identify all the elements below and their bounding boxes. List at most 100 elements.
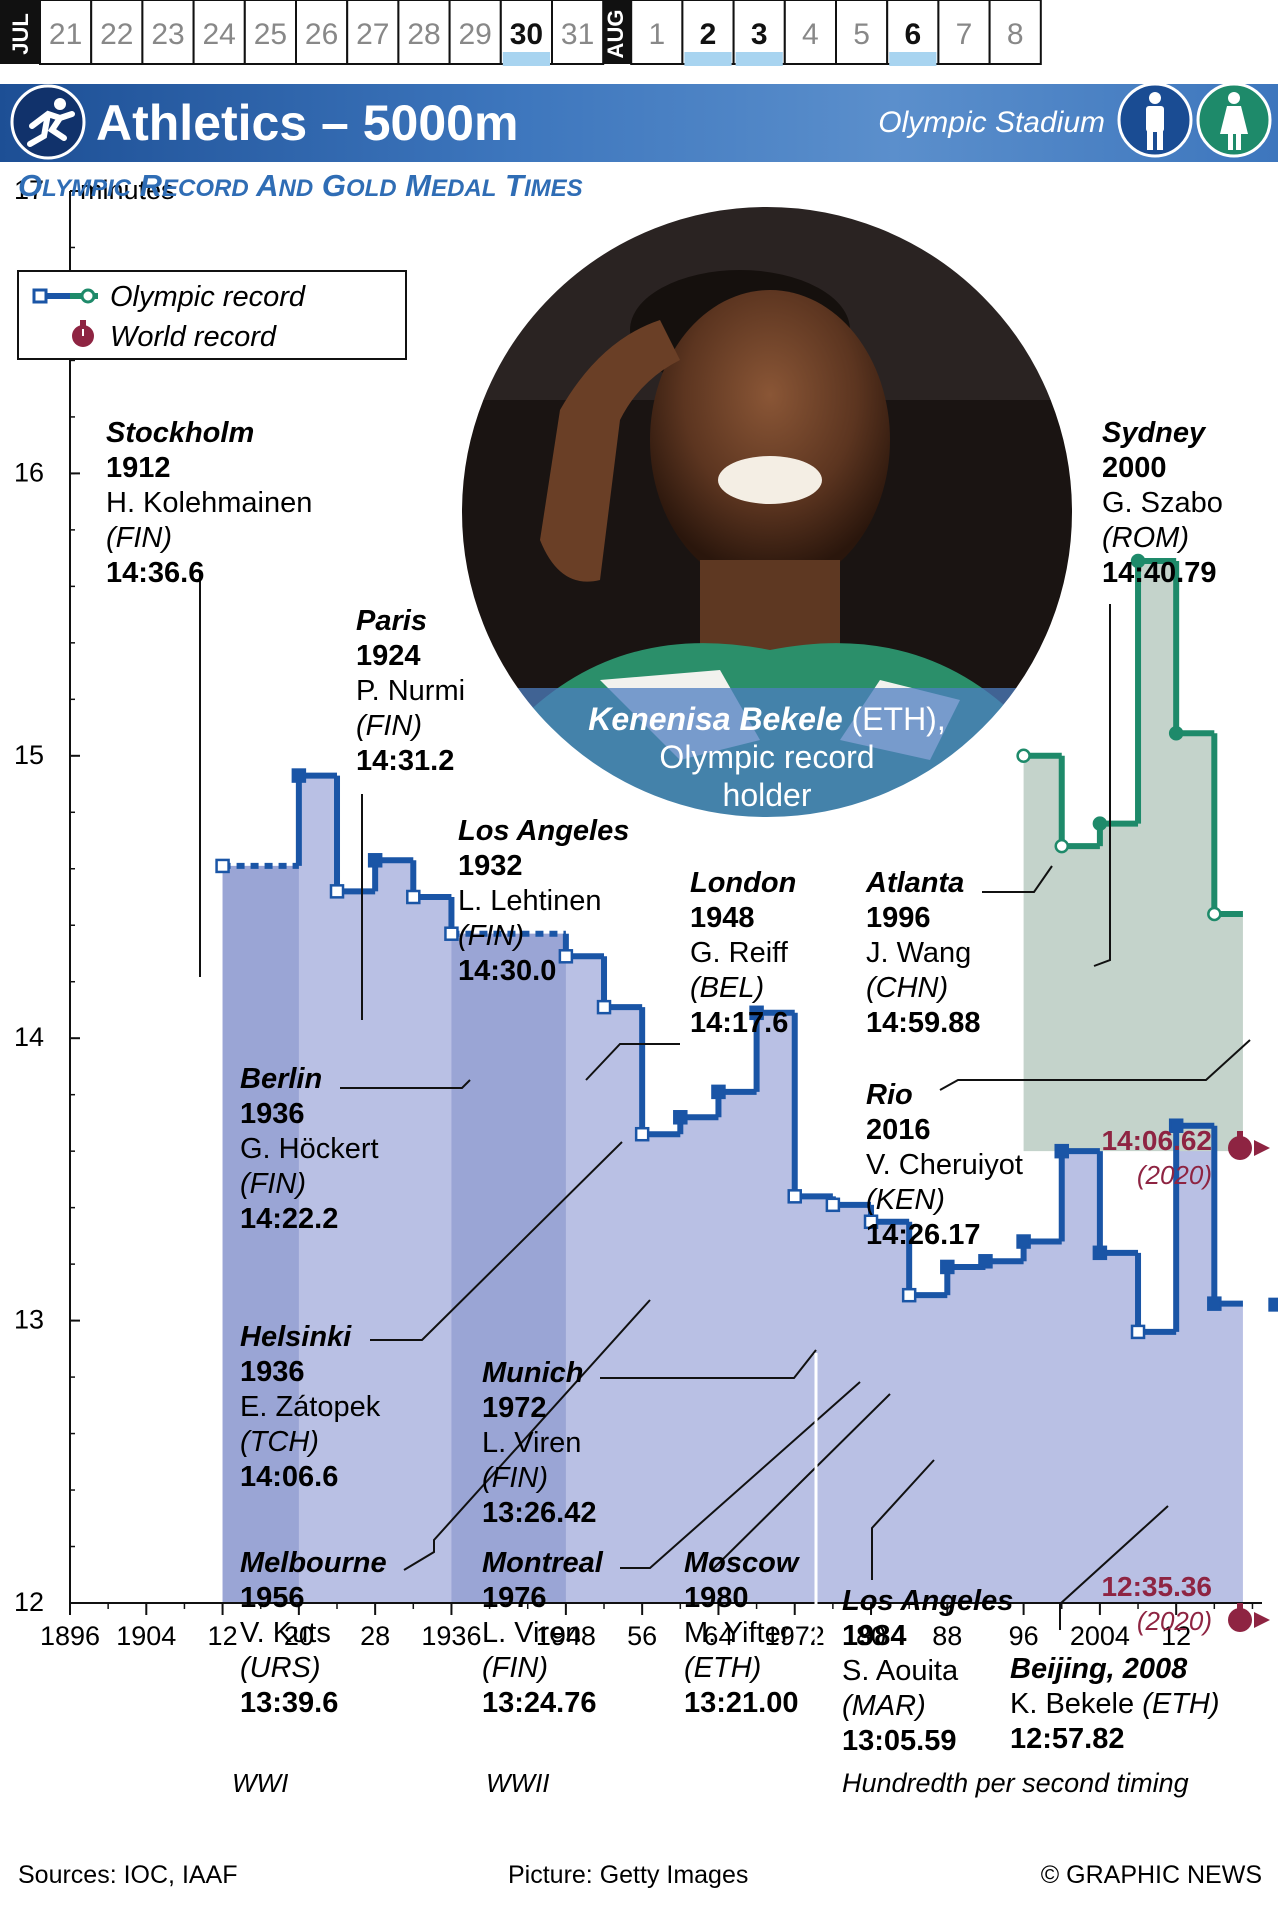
annotation-athlete: J. Wang xyxy=(866,937,971,969)
annotation-year: 1996 xyxy=(866,902,931,934)
jul-tab xyxy=(0,0,40,64)
calendar-day: 23 xyxy=(141,0,195,65)
men-point xyxy=(1016,1234,1031,1249)
annotation-time: 14:26.17 xyxy=(866,1219,981,1251)
annotation-year: 1972 xyxy=(482,1392,547,1424)
men-end-marker xyxy=(1268,1297,1278,1312)
men-point xyxy=(367,853,383,868)
war-band xyxy=(222,865,299,1603)
annotation-leader xyxy=(370,1141,623,1341)
annotation-year: 2016 xyxy=(866,1114,931,1146)
war-band xyxy=(451,933,566,1603)
caption-athlete-name: Kenenisa Bekele xyxy=(588,701,842,737)
annotation-athlete: E. Zátopek xyxy=(240,1391,381,1423)
axes: 12 13 14 15 16 17 minutes 1896 1904 12 20 28 1936 194… xyxy=(14,175,1262,1651)
men-point xyxy=(215,858,230,874)
calendar-day-cell xyxy=(397,0,451,65)
annotation-country: (FIN) xyxy=(356,710,422,742)
x-tick-label: 1904 xyxy=(116,1621,176,1651)
calendar-day: 5 xyxy=(835,0,889,65)
annotation-athlete: V. Kuts xyxy=(240,1617,331,1649)
annotation-country: (MAR) xyxy=(842,1690,926,1722)
annotation-city: London xyxy=(690,867,796,899)
annotation-city: Los Angeles xyxy=(842,1585,1013,1617)
annotation-time: 14:31.2 xyxy=(356,745,454,777)
calendar-day: 2 xyxy=(681,0,735,66)
calendar-day: 26 xyxy=(295,0,349,65)
calendar-day: 30 xyxy=(499,0,553,66)
calendar-day: 22 xyxy=(90,0,144,65)
annotation-year: 1924 xyxy=(356,640,421,672)
event-day-marker xyxy=(684,52,732,66)
annotation-country: (ETH) xyxy=(1142,1688,1219,1720)
annotation-leader xyxy=(340,1079,471,1089)
woman-icon xyxy=(1196,82,1272,158)
annotation-leader xyxy=(939,1039,1251,1091)
venue-label: Olympic Stadium xyxy=(878,106,1105,139)
calendar-day-cell xyxy=(141,0,195,65)
annotation-year: 1932 xyxy=(458,850,523,882)
annotation-leader xyxy=(1093,604,1111,967)
calendar-day-label: 7 xyxy=(956,18,973,51)
man-icon xyxy=(1117,82,1193,158)
women-point xyxy=(1016,748,1031,764)
annotation-year: 1976 xyxy=(482,1582,547,1614)
games-calendar: JUL 21 22 23 24 25 26 27 28 29 30 31 AUG 1 2 3 4 5 6 7 8 xyxy=(0,0,1278,84)
y-tick-label: 16 xyxy=(14,457,44,487)
annotation-leader xyxy=(620,1381,861,1569)
annotation-country: (ETH) xyxy=(684,1652,761,1684)
calendar-day-label: 30 xyxy=(510,18,543,51)
annotation-city: Helsinki xyxy=(240,1321,352,1353)
calendar-day-label: 4 xyxy=(802,18,819,51)
annotation-country: (FIN) xyxy=(458,920,524,952)
calendar-day: 6 xyxy=(886,0,940,66)
calendar-day-label: 22 xyxy=(100,18,133,51)
women-world-record: 14:06.62 (2020) xyxy=(1101,1125,1270,1190)
annotation-leader xyxy=(1059,1505,1169,1630)
men-point xyxy=(596,999,612,1015)
x-tick-label: 64 xyxy=(703,1621,733,1651)
annotation-country: (KEN) xyxy=(866,1184,945,1216)
calendar-day-label: 2 xyxy=(700,18,717,51)
y-tick-label: 17 xyxy=(14,175,44,205)
chart-area: 12 13 14 15 16 17 minutes 1896 1904 12 20 28 1936 194… xyxy=(0,160,1278,1902)
annotation-athlete: L. Viren xyxy=(482,1617,581,1649)
event-day-marker xyxy=(735,52,783,66)
men-world-record: 12:35.36 (2020) xyxy=(1101,1571,1270,1636)
men-point xyxy=(444,926,459,941)
x-tick-label: 12 xyxy=(208,1621,238,1651)
calendar-day-label: 24 xyxy=(203,18,236,51)
x-tick-label: 20 xyxy=(284,1621,314,1651)
x-tick-label: 1948 xyxy=(536,1621,596,1651)
background-bands xyxy=(222,560,1243,1603)
annotation-city: Atlanta xyxy=(865,867,964,899)
legend-olympic-record: Olympic record xyxy=(110,281,306,313)
calendar-day: 1 xyxy=(630,0,684,65)
calendar-day-label: 6 xyxy=(904,18,921,51)
annotation-city: Montreal xyxy=(482,1547,604,1579)
women-point xyxy=(1092,816,1108,831)
annotation-time: 13:05.59 xyxy=(842,1725,957,1757)
annotation-city: Berlin xyxy=(240,1063,322,1095)
annotation-time: 12:57.82 xyxy=(1010,1723,1125,1755)
annotation-time: 14:17.6 xyxy=(690,1007,788,1039)
women-wr-time: 14:06.62 xyxy=(1101,1125,1212,1156)
series-lines xyxy=(215,553,1278,1340)
y-tick-label: 14 xyxy=(14,1022,44,1052)
men-point xyxy=(1054,1143,1069,1159)
annotation-athlete: G. Szabo xyxy=(1102,487,1223,519)
annotation-athlete: K. Bekele (ETH) xyxy=(1010,1688,1220,1720)
men-point xyxy=(1168,1118,1184,1133)
calendar-day-label: 21 xyxy=(49,18,82,51)
men-point xyxy=(1092,1245,1108,1261)
annotation-time: 14:36.6 xyxy=(106,557,204,589)
